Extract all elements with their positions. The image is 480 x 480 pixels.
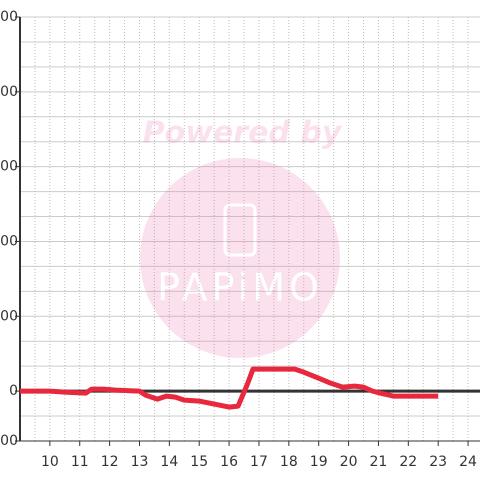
y-tick-label: 120,000 <box>0 84 18 100</box>
x-tick-label: 16 <box>220 454 238 470</box>
y-tick-label: 30,000 <box>0 308 18 324</box>
x-tick-label: 24 <box>459 454 477 470</box>
x-tick-label: 13 <box>131 454 149 470</box>
y-tick-label: 90,000 <box>0 159 18 175</box>
y-tick-label: -20,000 <box>0 433 18 449</box>
data-line <box>20 366 439 410</box>
watermark-text: Powered by <box>143 116 343 151</box>
x-tick-label: 12 <box>101 454 119 470</box>
x-tick-label: 14 <box>160 454 178 470</box>
x-tick-label: 23 <box>429 454 447 470</box>
x-tick-label: 11 <box>71 454 89 470</box>
watermark-brand: PAPiMO <box>157 266 323 310</box>
plot: -20,000 0 30,000 60,000 90,000 120,000 150,000… <box>0 9 480 470</box>
x-tick-label: 19 <box>310 454 328 470</box>
x-tick-label: 15 <box>190 454 208 470</box>
watermark: Powered by PAPiMO <box>140 116 343 358</box>
x-tick-label: 21 <box>370 454 388 470</box>
x-tick-label: 22 <box>399 454 417 470</box>
y-tick-label: 0 <box>9 383 18 399</box>
x-tick-label: 18 <box>280 454 298 470</box>
y-tick-label: 60,000 <box>0 233 18 249</box>
watermark-icon <box>223 203 257 257</box>
y-tick-label: 150,000 <box>0 9 18 25</box>
watermark-circle <box>140 158 340 358</box>
x-tick-label: 20 <box>340 454 358 470</box>
x-tick-label: 17 <box>250 454 268 470</box>
x-tick-label: 10 <box>41 454 59 470</box>
